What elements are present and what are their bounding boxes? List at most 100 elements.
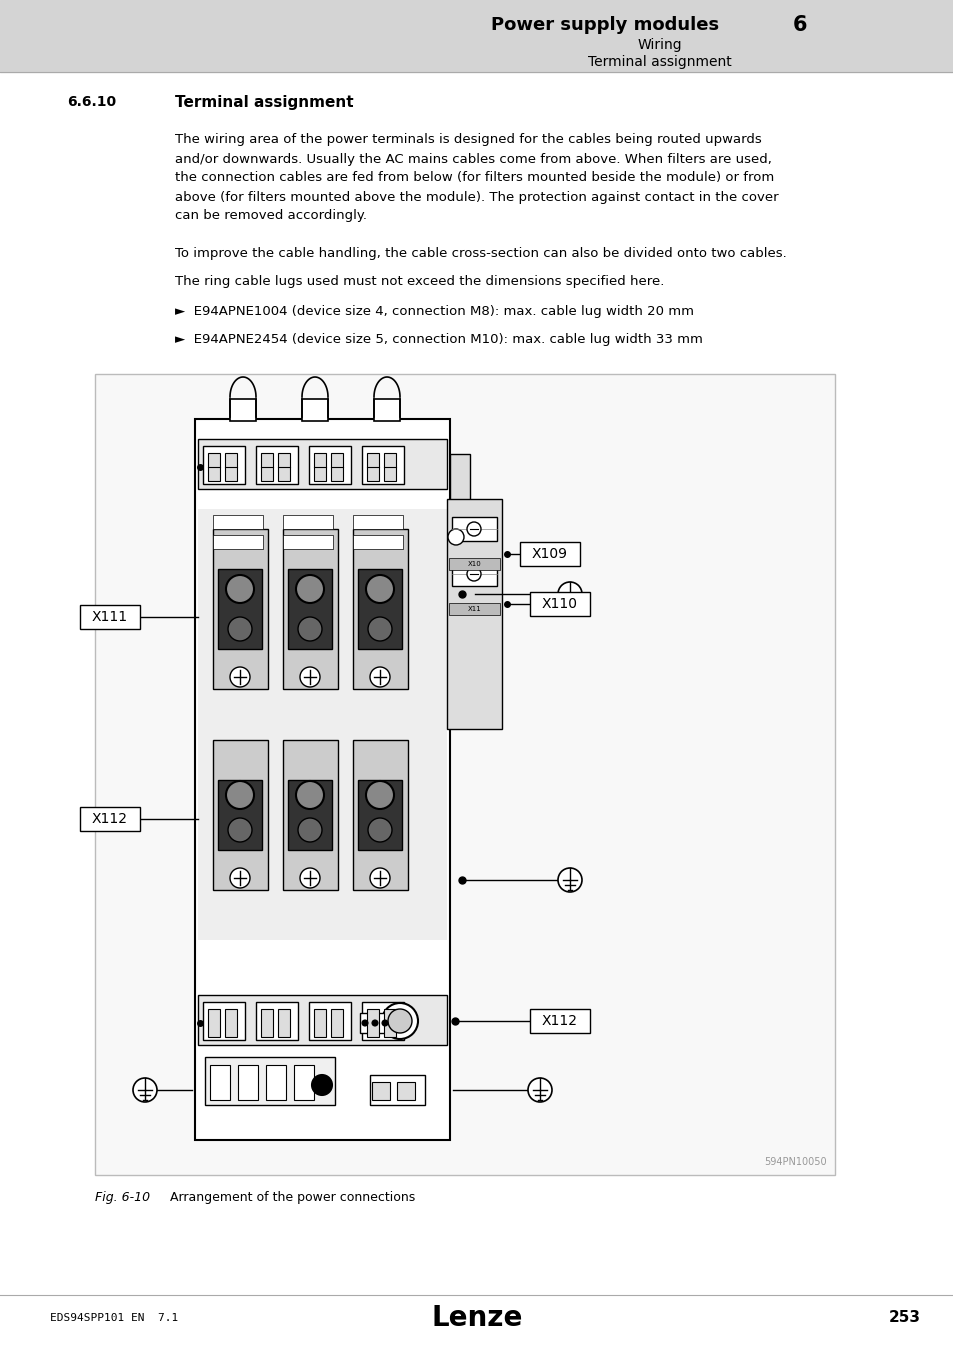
FancyBboxPatch shape: [80, 605, 140, 629]
Text: X10: X10: [467, 562, 481, 567]
Bar: [261, 454, 273, 481]
Text: Terminal assignment: Terminal assignment: [174, 95, 354, 109]
Bar: [283, 514, 333, 529]
Bar: [95, 374, 834, 1174]
Circle shape: [366, 782, 394, 809]
Circle shape: [295, 782, 324, 809]
Text: X112: X112: [541, 1014, 578, 1027]
Bar: [237, 1065, 257, 1100]
Bar: [203, 1002, 245, 1040]
Circle shape: [299, 868, 319, 888]
Circle shape: [299, 667, 319, 687]
Bar: [353, 514, 402, 529]
Bar: [213, 514, 263, 529]
FancyBboxPatch shape: [530, 1008, 589, 1033]
Bar: [314, 454, 326, 481]
Circle shape: [226, 782, 253, 809]
Text: above (for filters mounted above the module). The protection against contact in : above (for filters mounted above the mod…: [174, 190, 778, 204]
Text: and/or downwards. Usually the AC mains cables come from above. When filters are : and/or downwards. Usually the AC mains c…: [174, 153, 771, 166]
Bar: [288, 780, 332, 850]
FancyBboxPatch shape: [80, 807, 140, 832]
Circle shape: [558, 868, 581, 892]
Text: Power supply modules: Power supply modules: [491, 16, 719, 34]
Bar: [384, 454, 395, 481]
Text: Lenze: Lenze: [431, 1304, 522, 1332]
FancyBboxPatch shape: [519, 541, 579, 566]
Bar: [255, 446, 297, 485]
Circle shape: [295, 575, 324, 603]
Circle shape: [230, 868, 250, 888]
Bar: [198, 509, 447, 749]
Bar: [361, 446, 403, 485]
Bar: [213, 535, 263, 549]
Bar: [294, 1065, 314, 1100]
Text: X109: X109: [532, 547, 567, 562]
Bar: [283, 535, 333, 549]
Bar: [0, 0, 953, 72]
Bar: [210, 1065, 230, 1100]
Bar: [363, 741, 393, 770]
Bar: [198, 995, 447, 1045]
Bar: [447, 500, 501, 729]
Bar: [452, 517, 497, 541]
Circle shape: [381, 1003, 417, 1040]
Bar: [225, 1008, 236, 1037]
Circle shape: [448, 529, 463, 545]
Text: X11: X11: [467, 606, 481, 612]
Bar: [449, 603, 499, 616]
Bar: [357, 568, 401, 649]
Bar: [208, 1008, 220, 1037]
Text: ►  E94APNE1004 (device size 4, connection M8): max. cable lug width 20 mm: ► E94APNE1004 (device size 4, connection…: [174, 305, 693, 317]
Bar: [353, 740, 408, 890]
Bar: [293, 741, 323, 770]
Bar: [198, 720, 447, 940]
Text: Wiring: Wiring: [637, 38, 681, 53]
Bar: [372, 1081, 390, 1100]
Text: Fig. 6-10: Fig. 6-10: [95, 1191, 150, 1203]
Text: X112: X112: [91, 811, 128, 826]
Bar: [449, 558, 499, 570]
Bar: [266, 1065, 286, 1100]
Bar: [213, 529, 268, 688]
Circle shape: [230, 667, 250, 687]
Circle shape: [370, 667, 390, 687]
Bar: [213, 740, 268, 890]
Circle shape: [297, 617, 322, 641]
Circle shape: [372, 1021, 377, 1026]
Bar: [357, 780, 401, 850]
Bar: [353, 535, 402, 549]
Text: X111: X111: [91, 610, 128, 624]
Bar: [277, 1008, 290, 1037]
Bar: [331, 1008, 343, 1037]
Circle shape: [388, 1008, 412, 1033]
Text: 253: 253: [888, 1311, 920, 1326]
Text: the connection cables are fed from below (for filters mounted beside the module): the connection cables are fed from below…: [174, 171, 774, 185]
Text: 6.6.10: 6.6.10: [67, 95, 116, 109]
Circle shape: [297, 818, 322, 842]
Bar: [361, 1002, 403, 1040]
Bar: [283, 740, 337, 890]
Bar: [314, 1008, 326, 1037]
Circle shape: [366, 575, 394, 603]
Bar: [450, 454, 470, 504]
Bar: [225, 454, 236, 481]
Circle shape: [312, 1075, 332, 1095]
Text: EDS94SPP101 EN  7.1: EDS94SPP101 EN 7.1: [50, 1314, 178, 1323]
Circle shape: [467, 522, 480, 536]
Text: To improve the cable handling, the cable cross-section can also be divided onto : To improve the cable handling, the cable…: [174, 247, 786, 259]
Circle shape: [228, 617, 252, 641]
Bar: [205, 1057, 335, 1106]
Bar: [452, 562, 497, 586]
Bar: [367, 1008, 378, 1037]
Circle shape: [132, 1079, 157, 1102]
Bar: [261, 1008, 273, 1037]
Bar: [277, 454, 290, 481]
Bar: [384, 1008, 395, 1037]
Bar: [309, 446, 351, 485]
Bar: [203, 446, 245, 485]
Bar: [396, 1081, 415, 1100]
Bar: [208, 454, 220, 481]
Bar: [374, 400, 399, 421]
Bar: [367, 454, 378, 481]
Circle shape: [527, 1079, 552, 1102]
